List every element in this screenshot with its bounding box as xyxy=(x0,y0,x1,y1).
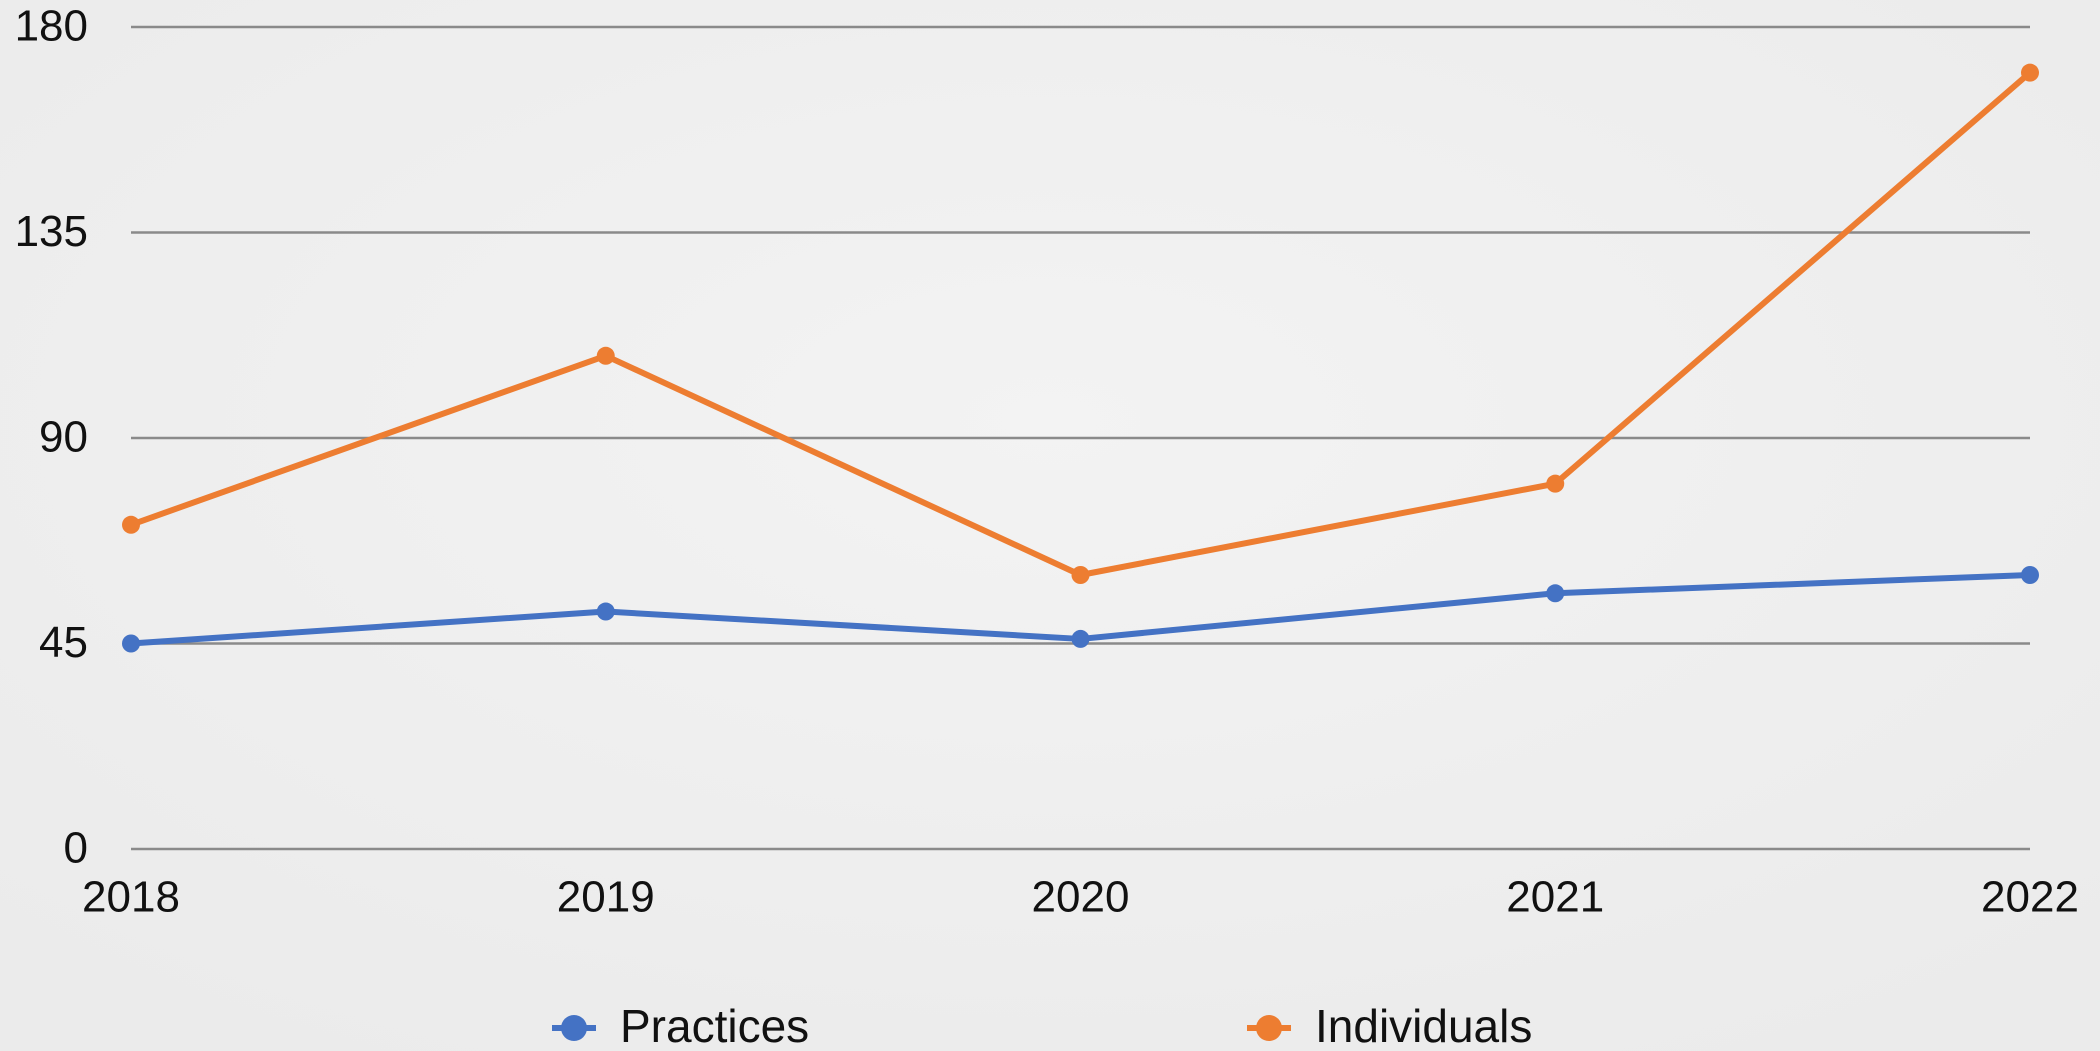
legend-label: Practices xyxy=(620,1000,809,1051)
data-point xyxy=(122,634,140,653)
data-point xyxy=(2021,63,2039,82)
y-tick-label: 0 xyxy=(64,824,88,873)
data-point xyxy=(596,346,615,365)
data-point xyxy=(1071,629,1090,648)
data-point xyxy=(2021,566,2039,584)
x-tick-label: 2019 xyxy=(557,873,655,922)
legend-label: Individuals xyxy=(1315,1000,1532,1051)
x-tick-label: 2021 xyxy=(1506,873,1604,922)
x-tick-label: 2020 xyxy=(1032,873,1130,922)
legend-swatch-marker xyxy=(1256,1015,1282,1041)
data-point xyxy=(1071,566,1090,584)
y-tick-label: 45 xyxy=(39,618,88,667)
y-tick-label: 180 xyxy=(15,2,88,51)
data-point xyxy=(596,602,615,621)
legend-swatch-marker xyxy=(561,1015,587,1041)
x-tick-label: 2018 xyxy=(82,873,180,922)
data-point xyxy=(122,515,140,534)
x-tick-label: 2022 xyxy=(1981,873,2079,922)
data-point xyxy=(1546,584,1565,603)
y-tick-label: 90 xyxy=(39,413,88,462)
data-point xyxy=(1546,474,1565,493)
y-tick-label: 135 xyxy=(15,207,88,256)
